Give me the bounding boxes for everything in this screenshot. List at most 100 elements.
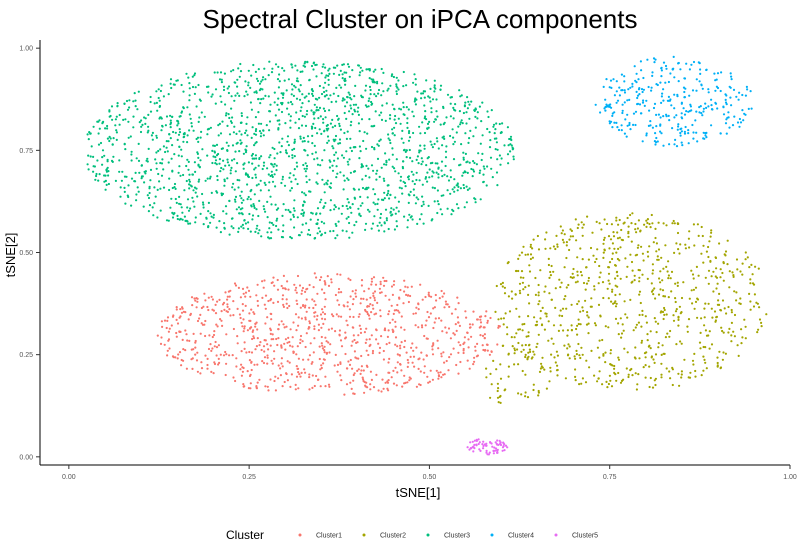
point-cluster1 <box>277 337 280 340</box>
point-cluster4 <box>673 116 676 119</box>
point-cluster5 <box>469 447 472 450</box>
point-cluster3 <box>189 117 192 120</box>
point-cluster3 <box>140 125 143 128</box>
point-cluster3 <box>204 179 207 182</box>
point-cluster4 <box>699 72 702 75</box>
point-cluster2 <box>501 344 504 347</box>
point-cluster3 <box>321 178 324 181</box>
point-cluster2 <box>661 310 665 314</box>
point-cluster5 <box>496 451 499 454</box>
point-cluster3 <box>433 90 436 93</box>
point-cluster1 <box>419 370 422 373</box>
point-cluster2 <box>753 293 757 296</box>
point-cluster2 <box>648 385 651 389</box>
point-cluster3 <box>214 156 217 159</box>
point-cluster4 <box>602 85 605 88</box>
point-cluster2 <box>643 223 646 226</box>
point-cluster2 <box>524 395 527 398</box>
point-cluster2 <box>732 330 735 333</box>
point-cluster4 <box>621 89 624 92</box>
point-cluster3 <box>472 135 475 138</box>
point-cluster3 <box>289 100 293 104</box>
point-cluster3 <box>234 195 238 198</box>
point-cluster2 <box>511 345 514 348</box>
point-cluster3 <box>368 118 371 121</box>
point-cluster3 <box>305 222 308 225</box>
point-cluster3 <box>389 193 392 196</box>
point-cluster1 <box>431 348 434 351</box>
point-cluster3 <box>306 135 310 138</box>
point-cluster2 <box>545 387 549 390</box>
point-cluster4 <box>599 111 602 114</box>
point-cluster2 <box>651 386 655 389</box>
point-cluster3 <box>254 116 257 119</box>
point-cluster2 <box>602 296 605 300</box>
point-cluster1 <box>407 300 410 304</box>
point-cluster2 <box>758 318 762 321</box>
point-cluster2 <box>638 276 641 279</box>
point-cluster1 <box>456 296 459 299</box>
point-cluster3 <box>266 216 269 219</box>
point-cluster2 <box>492 359 495 362</box>
point-cluster3 <box>465 201 468 204</box>
point-cluster3 <box>340 212 343 215</box>
point-cluster1 <box>403 382 406 385</box>
point-cluster2 <box>616 231 619 234</box>
point-cluster3 <box>315 212 318 215</box>
point-cluster3 <box>349 96 352 99</box>
point-cluster2 <box>665 367 668 370</box>
point-cluster1 <box>188 339 191 342</box>
point-cluster3 <box>230 107 233 110</box>
point-cluster2 <box>719 367 722 370</box>
point-cluster2 <box>587 322 590 325</box>
point-cluster2 <box>604 325 607 328</box>
point-cluster3 <box>490 167 493 170</box>
point-cluster1 <box>370 283 373 286</box>
point-cluster1 <box>178 351 182 354</box>
point-cluster1 <box>308 320 311 323</box>
point-cluster3 <box>242 199 245 202</box>
legend-label-cluster3: Cluster3 <box>444 533 470 540</box>
point-cluster3 <box>346 160 349 163</box>
point-cluster3 <box>334 134 338 138</box>
point-cluster1 <box>307 358 310 361</box>
point-cluster1 <box>215 346 219 349</box>
point-cluster1 <box>327 383 331 386</box>
point-cluster3 <box>140 175 143 178</box>
point-cluster2 <box>596 248 599 251</box>
point-cluster1 <box>419 283 422 286</box>
point-cluster3 <box>185 72 188 75</box>
point-cluster2 <box>536 342 539 345</box>
point-cluster3 <box>336 114 339 118</box>
point-cluster4 <box>659 116 662 119</box>
point-cluster3 <box>239 194 242 197</box>
point-cluster2 <box>501 281 504 284</box>
point-cluster4 <box>719 132 722 135</box>
point-cluster3 <box>236 162 239 165</box>
point-cluster3 <box>415 98 418 101</box>
point-cluster3 <box>216 175 219 178</box>
point-cluster2 <box>665 224 668 227</box>
point-cluster4 <box>710 104 713 107</box>
point-cluster3 <box>331 126 334 129</box>
point-cluster3 <box>255 157 258 160</box>
point-cluster3 <box>162 168 165 171</box>
point-cluster3 <box>378 139 381 143</box>
point-cluster3 <box>251 218 254 221</box>
point-cluster1 <box>438 297 441 300</box>
point-cluster1 <box>381 378 384 381</box>
point-cluster3 <box>383 197 386 200</box>
point-cluster3 <box>223 227 226 230</box>
point-cluster3 <box>323 149 326 152</box>
point-cluster4 <box>662 144 665 147</box>
point-cluster3 <box>349 146 352 149</box>
point-cluster3 <box>159 89 162 93</box>
point-cluster3 <box>160 162 164 165</box>
point-cluster4 <box>635 90 638 93</box>
point-cluster3 <box>237 186 240 189</box>
point-cluster3 <box>285 89 288 92</box>
point-cluster2 <box>590 297 593 300</box>
point-cluster3 <box>238 150 241 153</box>
point-cluster3 <box>410 215 413 218</box>
point-cluster1 <box>256 363 259 366</box>
